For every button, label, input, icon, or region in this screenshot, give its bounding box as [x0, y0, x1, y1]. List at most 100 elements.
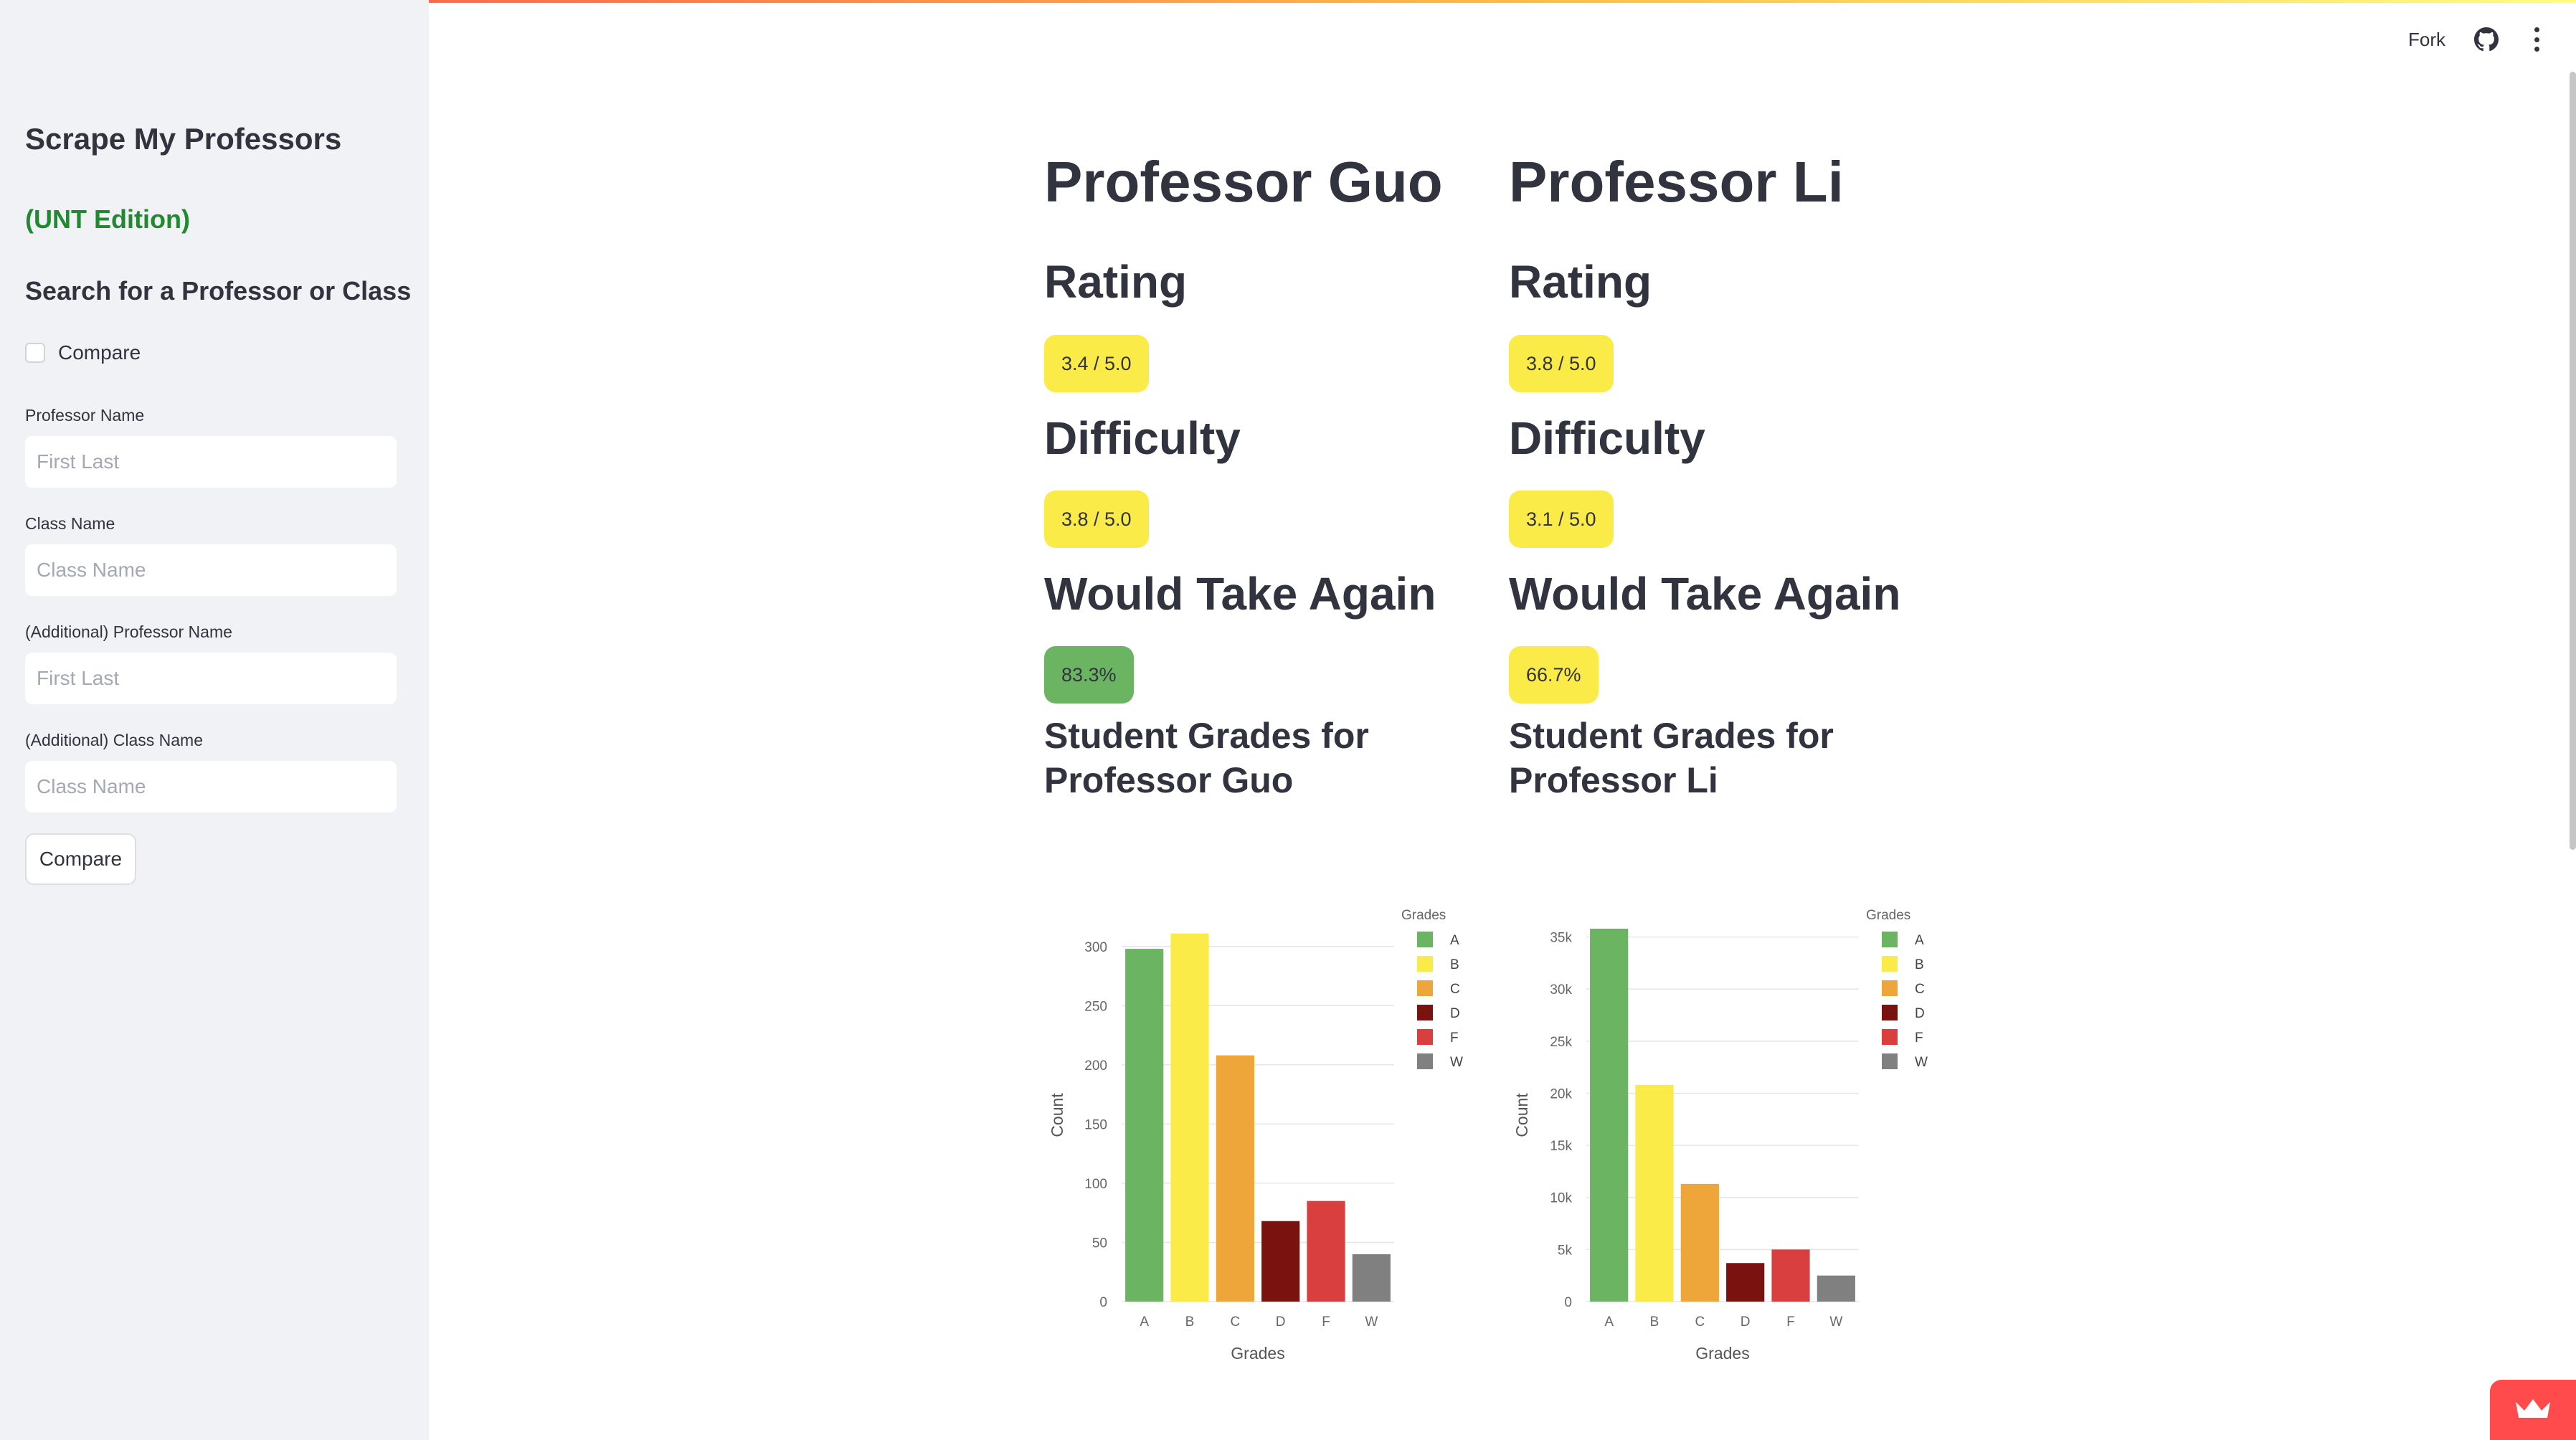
x-tick-label: C [1230, 1315, 1240, 1330]
bar-W[interactable] [1817, 1275, 1855, 1302]
scrollbar[interactable] [2570, 72, 2576, 850]
y-axis-title: Count [1048, 1093, 1066, 1137]
legend-swatch-F[interactable] [1882, 1029, 1898, 1045]
menu-dot [2534, 27, 2539, 32]
bar-W[interactable] [1352, 1254, 1391, 1302]
legend-label: C [1915, 982, 1925, 997]
github-icon[interactable] [2474, 27, 2499, 52]
bar-D[interactable] [1726, 1263, 1765, 1302]
bar-C[interactable] [1216, 1055, 1254, 1302]
fork-link[interactable]: Fork [2408, 28, 2445, 50]
app-subtitle: (UNT Edition) [25, 204, 190, 234]
y-tick-label: 30k [1550, 982, 1572, 998]
x-tick-label: A [1604, 1315, 1614, 1330]
legend-label: C [1450, 982, 1460, 997]
legend-swatch-C[interactable] [1417, 980, 1433, 996]
menu-dot [2534, 47, 2539, 52]
legend-label: D [1450, 1006, 1460, 1021]
bar-F[interactable] [1771, 1249, 1810, 1302]
y-tick-label: 100 [1084, 1177, 1107, 1192]
x-tick-label: W [1365, 1315, 1378, 1330]
bar-A[interactable] [1590, 929, 1629, 1302]
legend-label: B [1450, 957, 1459, 972]
bar-C[interactable] [1680, 1183, 1719, 1302]
legend-title: Grades [1401, 908, 1446, 923]
rating-heading: Rating [1044, 256, 1188, 308]
compare-button[interactable]: Compare [25, 833, 136, 885]
would-take-again-badge: 83.3% [1044, 646, 1134, 704]
class-name-input[interactable] [25, 544, 397, 596]
compare-checkbox-label: Compare [58, 341, 141, 364]
bar-A[interactable] [1125, 949, 1164, 1302]
y-tick-label: 10k [1550, 1191, 1572, 1206]
x-tick-label: B [1185, 1315, 1195, 1330]
y-tick-label: 50 [1092, 1236, 1107, 1251]
y-tick-label: 5k [1558, 1243, 1573, 1258]
legend-swatch-W[interactable] [1882, 1053, 1898, 1069]
legend-label: A [1915, 933, 1924, 948]
rating-badge: 3.4 / 5.0 [1044, 335, 1149, 392]
legend-label: F [1915, 1031, 1923, 1046]
difficulty-heading: Difficulty [1509, 412, 1705, 464]
legend-label: W [1915, 1055, 1928, 1070]
legend-label: A [1450, 933, 1459, 948]
menu-dot [2534, 37, 2539, 42]
y-axis-title: Count [1512, 1093, 1531, 1137]
legend-swatch-A[interactable] [1882, 932, 1898, 947]
y-tick-label: 25k [1550, 1035, 1572, 1050]
legend-swatch-B[interactable] [1882, 956, 1898, 972]
x-tick-label: D [1741, 1315, 1751, 1330]
app-header: Fork [2408, 27, 2540, 52]
kebab-menu-icon[interactable] [2533, 27, 2540, 52]
professor-name-heading: Professor Li [1509, 150, 1844, 214]
legend-swatch-B[interactable] [1417, 956, 1433, 972]
additional-class-name-input[interactable] [25, 761, 397, 813]
legend-swatch-D[interactable] [1882, 1005, 1898, 1020]
bar-B[interactable] [1635, 1084, 1674, 1302]
x-tick-label: F [1786, 1315, 1795, 1330]
additional-professor-name-input[interactable] [25, 653, 397, 704]
legend-swatch-A[interactable] [1417, 932, 1433, 947]
additional-class-name-label: (Additional) Class Name [25, 731, 203, 749]
search-heading: Search for a Professor or Class [25, 276, 412, 305]
would-take-again-heading: Would Take Again [1509, 568, 1901, 620]
rating-heading: Rating [1509, 256, 1652, 308]
would-take-again-badge: 66.7% [1509, 646, 1599, 704]
legend-label: F [1450, 1031, 1459, 1046]
legend-swatch-C[interactable] [1882, 980, 1898, 996]
checkbox-box[interactable] [25, 343, 45, 363]
bar-B[interactable] [1170, 933, 1209, 1302]
bar-D[interactable] [1261, 1221, 1300, 1302]
streamlit-crown-button[interactable] [2490, 1380, 2576, 1440]
bar-F[interactable] [1307, 1200, 1345, 1302]
difficulty-badge: 3.1 / 5.0 [1509, 491, 1614, 548]
compare-checkbox[interactable]: Compare [25, 338, 141, 367]
professor-name-input[interactable] [25, 436, 397, 488]
legend-swatch-F[interactable] [1417, 1029, 1433, 1045]
would-take-again-heading: Would Take Again [1044, 568, 1436, 620]
x-tick-label: F [1322, 1315, 1330, 1330]
legend-swatch-W[interactable] [1417, 1053, 1433, 1069]
x-tick-label: W [1829, 1315, 1842, 1330]
class-name-label: Class Name [25, 514, 115, 533]
grades-heading: Student Grades for Professor Guo [1044, 716, 1369, 800]
professor-name-label: Professor Name [25, 406, 145, 425]
legend-label: B [1915, 957, 1924, 972]
y-tick-label: 15k [1550, 1139, 1572, 1154]
y-tick-label: 35k [1550, 931, 1572, 946]
y-tick-label: 0 [1099, 1295, 1107, 1310]
x-tick-label: B [1650, 1315, 1659, 1330]
legend-swatch-D[interactable] [1417, 1005, 1433, 1020]
app-title: Scrape My Professors [25, 122, 342, 156]
top-accent-line [0, 0, 2576, 3]
difficulty-badge: 3.8 / 5.0 [1044, 491, 1149, 548]
legend-label: D [1915, 1006, 1925, 1021]
crown-icon [2516, 1399, 2550, 1418]
y-tick-label: 20k [1550, 1086, 1572, 1102]
x-axis-title: Grades [1695, 1344, 1749, 1363]
y-tick-label: 300 [1084, 940, 1107, 955]
legend-label: W [1450, 1055, 1463, 1070]
legend-title: Grades [1866, 908, 1910, 923]
